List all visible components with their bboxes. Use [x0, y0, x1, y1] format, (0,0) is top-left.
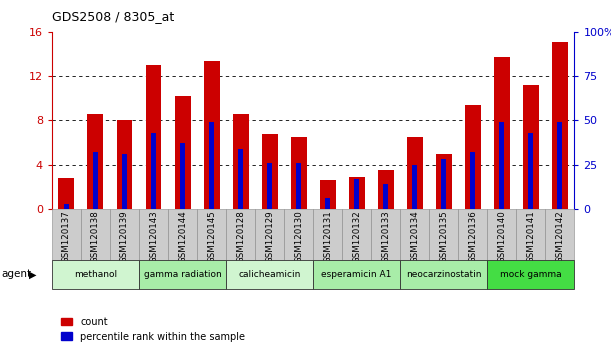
Bar — [197, 209, 226, 260]
Bar — [523, 85, 539, 209]
Bar — [59, 178, 75, 209]
Bar — [52, 209, 81, 260]
Text: GSM120139: GSM120139 — [120, 210, 129, 263]
Bar — [117, 120, 133, 209]
Text: GSM120140: GSM120140 — [497, 210, 507, 263]
Legend: count, percentile rank within the sample: count, percentile rank within the sample — [57, 313, 249, 346]
Bar — [412, 165, 417, 209]
Text: GSM120134: GSM120134 — [410, 210, 419, 263]
Text: calicheamicin: calicheamicin — [238, 270, 301, 279]
Bar — [267, 163, 273, 209]
Bar — [488, 209, 516, 260]
Bar — [557, 122, 563, 209]
Bar — [429, 209, 458, 260]
Bar — [383, 184, 389, 209]
Text: GSM120131: GSM120131 — [323, 210, 332, 263]
Text: esperamicin A1: esperamicin A1 — [321, 270, 392, 279]
Bar — [528, 133, 533, 209]
Bar — [552, 42, 568, 209]
Text: GSM120145: GSM120145 — [207, 210, 216, 263]
Bar — [465, 105, 481, 209]
Text: GSM120132: GSM120132 — [352, 210, 361, 263]
Bar — [296, 163, 301, 209]
Bar — [139, 209, 168, 260]
Bar — [64, 204, 69, 209]
Bar — [81, 209, 110, 260]
Text: GSM120128: GSM120128 — [236, 210, 245, 263]
Bar — [488, 260, 574, 289]
Bar — [291, 137, 307, 209]
Bar — [226, 260, 313, 289]
Bar — [371, 209, 400, 260]
Bar — [400, 209, 429, 260]
Text: GSM120129: GSM120129 — [265, 210, 274, 263]
Bar — [499, 122, 505, 209]
Bar — [255, 209, 284, 260]
Bar — [93, 152, 98, 209]
Bar — [145, 65, 161, 209]
Bar — [313, 209, 342, 260]
Bar — [238, 149, 243, 209]
Bar — [180, 143, 185, 209]
Bar — [313, 260, 400, 289]
Bar — [516, 209, 546, 260]
Bar — [441, 159, 447, 209]
Bar — [110, 209, 139, 260]
Bar — [168, 209, 197, 260]
Bar — [122, 154, 127, 209]
Bar — [400, 260, 488, 289]
Text: agent: agent — [2, 269, 32, 279]
Bar — [436, 154, 452, 209]
Text: GSM120130: GSM120130 — [294, 210, 303, 263]
Bar — [175, 96, 191, 209]
Bar — [349, 177, 365, 209]
Text: GSM120144: GSM120144 — [178, 210, 187, 263]
Bar — [284, 209, 313, 260]
Bar — [342, 209, 371, 260]
Text: mock gamma: mock gamma — [500, 270, 562, 279]
Bar — [494, 57, 510, 209]
Bar — [151, 133, 156, 209]
Text: GSM120142: GSM120142 — [555, 210, 565, 263]
Bar — [87, 114, 103, 209]
Text: GSM120138: GSM120138 — [91, 210, 100, 263]
Bar — [226, 209, 255, 260]
Bar — [546, 209, 574, 260]
Bar — [203, 61, 219, 209]
Text: neocarzinostatin: neocarzinostatin — [406, 270, 481, 279]
Bar — [139, 260, 226, 289]
Text: GSM120136: GSM120136 — [468, 210, 477, 263]
Text: gamma radiation: gamma radiation — [144, 270, 221, 279]
Text: ▶: ▶ — [29, 269, 37, 279]
Bar — [458, 209, 488, 260]
Bar — [320, 180, 335, 209]
Text: GSM120133: GSM120133 — [381, 210, 390, 263]
Bar — [233, 114, 249, 209]
Bar — [354, 179, 359, 209]
Bar — [262, 134, 277, 209]
Bar — [378, 170, 393, 209]
Text: GSM120137: GSM120137 — [62, 210, 71, 263]
Text: GSM120143: GSM120143 — [149, 210, 158, 263]
Text: methanol: methanol — [74, 270, 117, 279]
Bar — [325, 198, 331, 209]
Text: GDS2508 / 8305_at: GDS2508 / 8305_at — [52, 10, 174, 23]
Text: GSM120135: GSM120135 — [439, 210, 448, 263]
Bar — [470, 152, 475, 209]
Text: GSM120141: GSM120141 — [526, 210, 535, 263]
Bar — [407, 137, 423, 209]
Bar — [209, 122, 214, 209]
Bar — [52, 260, 139, 289]
